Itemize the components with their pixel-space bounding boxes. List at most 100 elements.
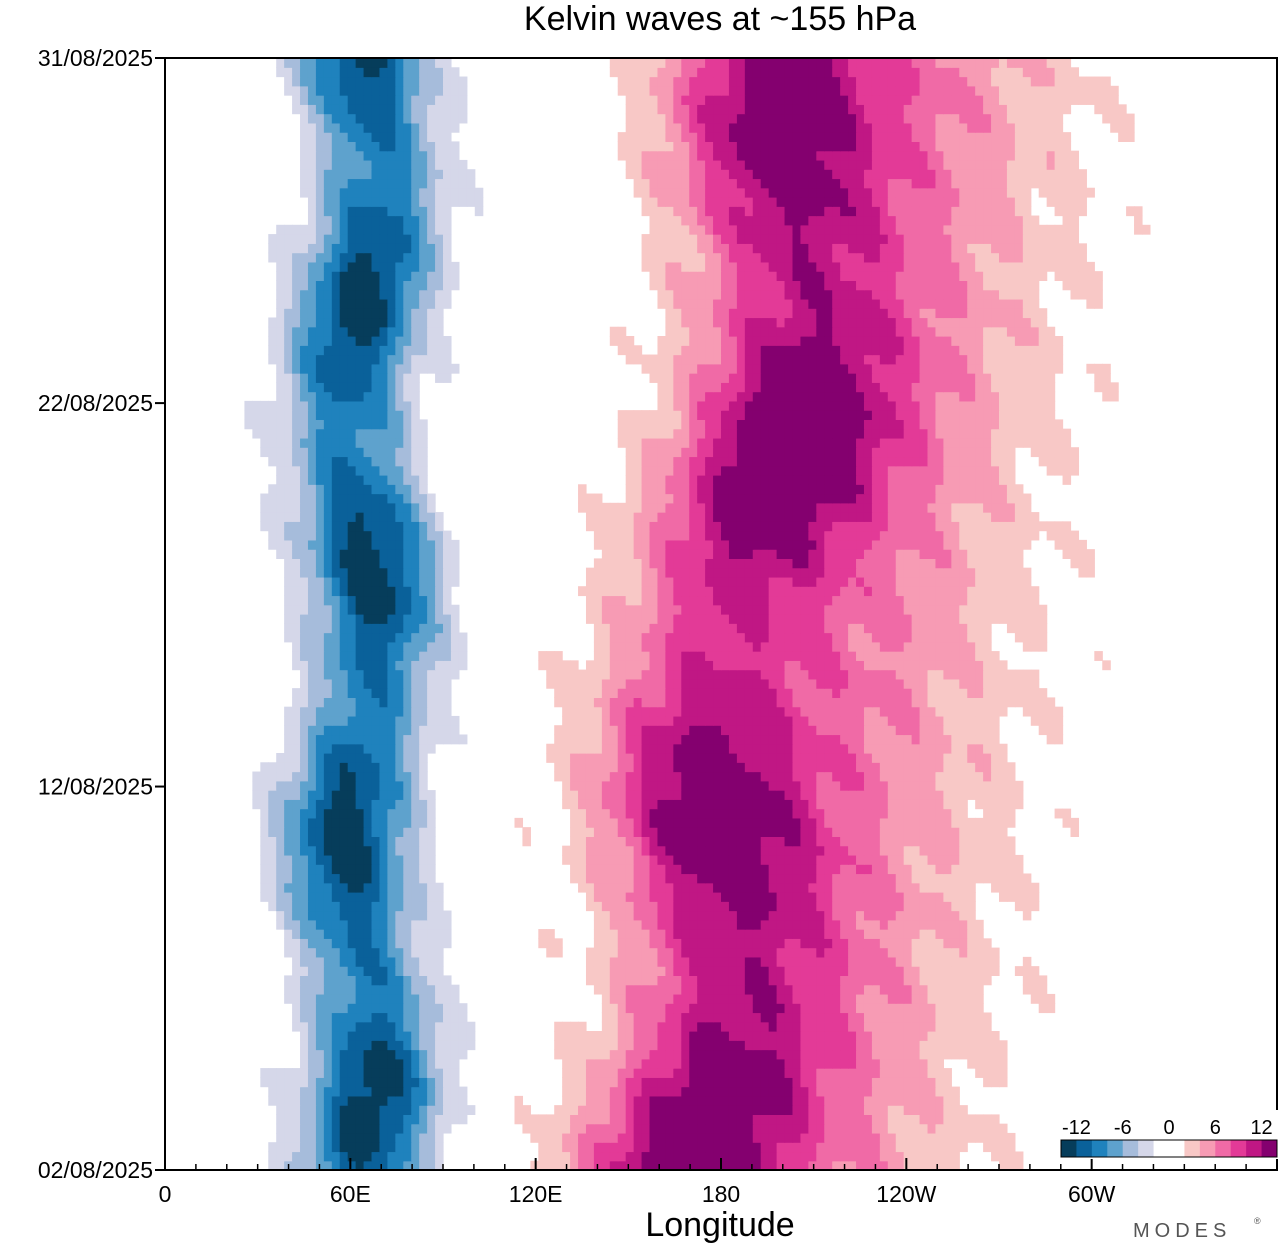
contour-cell — [307, 678, 317, 689]
contour-cell — [1014, 688, 1024, 698]
contour-cell — [871, 1123, 881, 1134]
contour-cell — [935, 706, 944, 717]
contour-cell — [323, 1058, 333, 1069]
contour-cell — [363, 688, 373, 698]
contour-cell — [935, 697, 944, 708]
contour-cell — [784, 984, 794, 995]
contour-cell — [863, 762, 873, 773]
contour-cell — [911, 854, 921, 865]
contour-cell — [411, 1086, 420, 1097]
contour-cell — [713, 864, 722, 875]
contour-cell — [1022, 892, 1032, 902]
contour-cell — [649, 632, 659, 643]
contour-cell — [276, 854, 285, 865]
contour-cell — [355, 984, 365, 995]
contour-cell — [840, 966, 849, 976]
contour-cell — [697, 1049, 706, 1060]
contour-cell — [649, 892, 659, 902]
contour-cell — [800, 827, 809, 837]
contour-cell — [403, 725, 412, 736]
contour-cell — [919, 1095, 929, 1106]
contour-cell — [760, 817, 770, 828]
contour-cell — [800, 882, 809, 893]
contour-cell — [863, 854, 873, 865]
contour-cell — [315, 966, 325, 976]
contour-cell — [1006, 688, 1016, 698]
contour-cell — [951, 614, 960, 624]
contour-cell — [450, 660, 460, 671]
contour-cell — [657, 808, 666, 819]
contour-cell — [895, 697, 905, 708]
contour-cell — [292, 938, 301, 949]
contour-cell — [347, 743, 357, 754]
contour-cell — [721, 882, 730, 893]
contour-cell — [395, 938, 404, 949]
contour-cell — [609, 697, 619, 708]
contour-cell — [935, 947, 944, 958]
contour-cell — [331, 910, 341, 921]
contour-cell — [450, 725, 460, 736]
contour-cell — [633, 975, 643, 986]
contour-cell — [554, 1123, 563, 1134]
contour-cell — [776, 836, 786, 847]
contour-cell — [768, 1160, 778, 1170]
contour-cell — [284, 743, 293, 754]
contour-cell — [728, 1049, 738, 1060]
contour-cell — [419, 1058, 428, 1069]
contour-cell — [705, 1105, 714, 1115]
contour-cell — [300, 827, 309, 837]
contour-cell — [927, 938, 937, 949]
contour-cell — [665, 771, 674, 782]
contour-cell — [736, 845, 746, 856]
contour-cell — [379, 614, 388, 624]
contour-cell — [800, 790, 809, 800]
contour-cell — [824, 892, 833, 902]
contour-cell — [728, 586, 738, 597]
contour-cell — [562, 1077, 571, 1088]
contour-cell — [887, 576, 897, 587]
contour-cell — [379, 1123, 388, 1134]
contour-cell — [1006, 1132, 1016, 1143]
contour-cell — [339, 966, 349, 976]
contour-cell — [411, 623, 420, 634]
contour-cell — [752, 706, 762, 717]
contour-cell — [419, 1021, 428, 1032]
contour-cell — [736, 688, 746, 698]
contour-cell — [657, 827, 666, 837]
contour-cell — [307, 1031, 317, 1041]
contour-cell — [808, 1031, 817, 1041]
contour-cell — [649, 799, 659, 810]
contour-cell — [657, 799, 666, 810]
contour-cell — [705, 956, 714, 967]
contour-cell — [856, 892, 865, 902]
contour-cell — [585, 1105, 595, 1115]
contour-cell — [1006, 623, 1016, 634]
contour-cell — [705, 799, 714, 810]
contour-cell — [895, 1031, 905, 1041]
contour-cell — [387, 827, 396, 837]
contour-cell — [856, 873, 865, 884]
contour-cell — [395, 669, 404, 680]
contour-cell — [792, 956, 802, 967]
contour-cell — [649, 854, 659, 865]
contour-cell — [760, 864, 770, 875]
contour-cell — [284, 929, 293, 939]
contour-cell — [935, 956, 944, 967]
contour-cell — [951, 771, 960, 782]
contour-cell — [752, 1068, 762, 1078]
contour-cell — [585, 845, 595, 856]
contour-cell — [609, 614, 619, 624]
contour-cell — [347, 1114, 357, 1125]
contour-cell — [959, 604, 968, 615]
contour-cell — [554, 1031, 563, 1041]
contour-cell — [411, 929, 420, 939]
contour-cell — [617, 771, 627, 782]
contour-cell — [609, 1058, 619, 1069]
contour-cell — [339, 1058, 349, 1069]
contour-cell — [752, 799, 762, 810]
contour-cell — [633, 1123, 643, 1134]
contour-cell — [927, 576, 937, 587]
contour-cell — [315, 827, 325, 837]
contour-cell — [697, 725, 706, 736]
contour-cell — [784, 678, 794, 689]
